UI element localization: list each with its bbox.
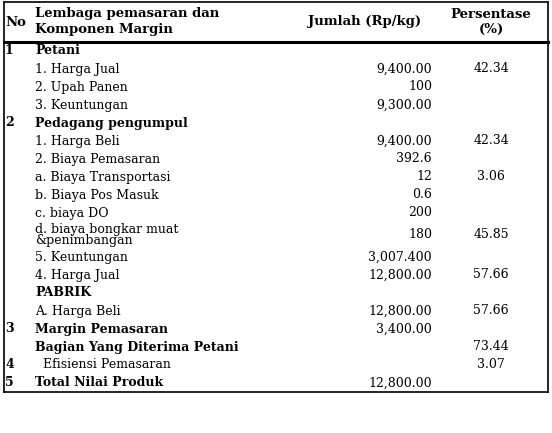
Text: Pedagang pengumpul: Pedagang pengumpul — [35, 116, 188, 129]
Text: b. Biaya Pos Masuk: b. Biaya Pos Masuk — [35, 188, 158, 201]
Text: Persentase: Persentase — [450, 7, 532, 20]
Text: 3,400.00: 3,400.00 — [376, 323, 432, 336]
Text: Jumlah (Rp/kg): Jumlah (Rp/kg) — [309, 16, 422, 29]
Text: 0.6: 0.6 — [412, 188, 432, 201]
Text: Komponen Margin: Komponen Margin — [35, 23, 173, 36]
Text: 100: 100 — [408, 81, 432, 94]
Text: 12: 12 — [416, 171, 432, 184]
Text: A. Harga Beli: A. Harga Beli — [35, 304, 121, 317]
Text: 4. Harga Jual: 4. Harga Jual — [35, 268, 119, 281]
Text: (%): (%) — [479, 23, 503, 36]
Text: 9,400.00: 9,400.00 — [376, 62, 432, 75]
Text: d. biaya bongkar muat: d. biaya bongkar muat — [35, 223, 178, 236]
Text: 5: 5 — [5, 377, 14, 390]
Text: 57.66: 57.66 — [473, 304, 509, 317]
Text: Efisiensi Pemasaran: Efisiensi Pemasaran — [35, 359, 171, 372]
Text: No: No — [5, 16, 26, 29]
Text: 45.85: 45.85 — [473, 229, 509, 242]
Text: 42.34: 42.34 — [473, 135, 509, 148]
Text: 1: 1 — [5, 45, 14, 58]
Text: 57.66: 57.66 — [473, 268, 509, 281]
Text: 180: 180 — [408, 229, 432, 242]
Text: Total Nilai Produk: Total Nilai Produk — [35, 377, 163, 390]
Text: Petani: Petani — [35, 45, 80, 58]
Text: 3. Keuntungan: 3. Keuntungan — [35, 98, 128, 112]
Text: 12,800.00: 12,800.00 — [368, 377, 432, 390]
Text: 2. Biaya Pemasaran: 2. Biaya Pemasaran — [35, 152, 160, 165]
Text: 3.07: 3.07 — [477, 359, 505, 372]
Text: 2. Upah Panen: 2. Upah Panen — [35, 81, 128, 94]
Text: 12,800.00: 12,800.00 — [368, 304, 432, 317]
Text: Lembaga pemasaran dan: Lembaga pemasaran dan — [35, 7, 219, 20]
Text: 4: 4 — [5, 359, 14, 372]
Text: &penimbangan: &penimbangan — [35, 235, 132, 248]
Text: 73.44: 73.44 — [473, 340, 509, 353]
Text: 9,300.00: 9,300.00 — [376, 98, 432, 112]
Text: Bagian Yang Diterima Petani: Bagian Yang Diterima Petani — [35, 340, 238, 353]
Text: 9,400.00: 9,400.00 — [376, 135, 432, 148]
Text: 3,007.400: 3,007.400 — [368, 251, 432, 264]
Text: c. biaya DO: c. biaya DO — [35, 207, 109, 220]
Text: 5. Keuntungan: 5. Keuntungan — [35, 251, 128, 264]
Text: 12,800.00: 12,800.00 — [368, 268, 432, 281]
Text: PABRIK: PABRIK — [35, 287, 91, 300]
Text: Margin Pemasaran: Margin Pemasaran — [35, 323, 168, 336]
Text: 1. Harga Jual: 1. Harga Jual — [35, 62, 119, 75]
Text: 42.34: 42.34 — [473, 62, 509, 75]
Text: 2: 2 — [5, 116, 14, 129]
Text: 392.6: 392.6 — [396, 152, 432, 165]
Text: 1. Harga Beli: 1. Harga Beli — [35, 135, 120, 148]
Text: 3: 3 — [5, 323, 14, 336]
Text: 200: 200 — [408, 207, 432, 220]
Text: 3.06: 3.06 — [477, 171, 505, 184]
Text: a. Biaya Transportasi: a. Biaya Transportasi — [35, 171, 171, 184]
